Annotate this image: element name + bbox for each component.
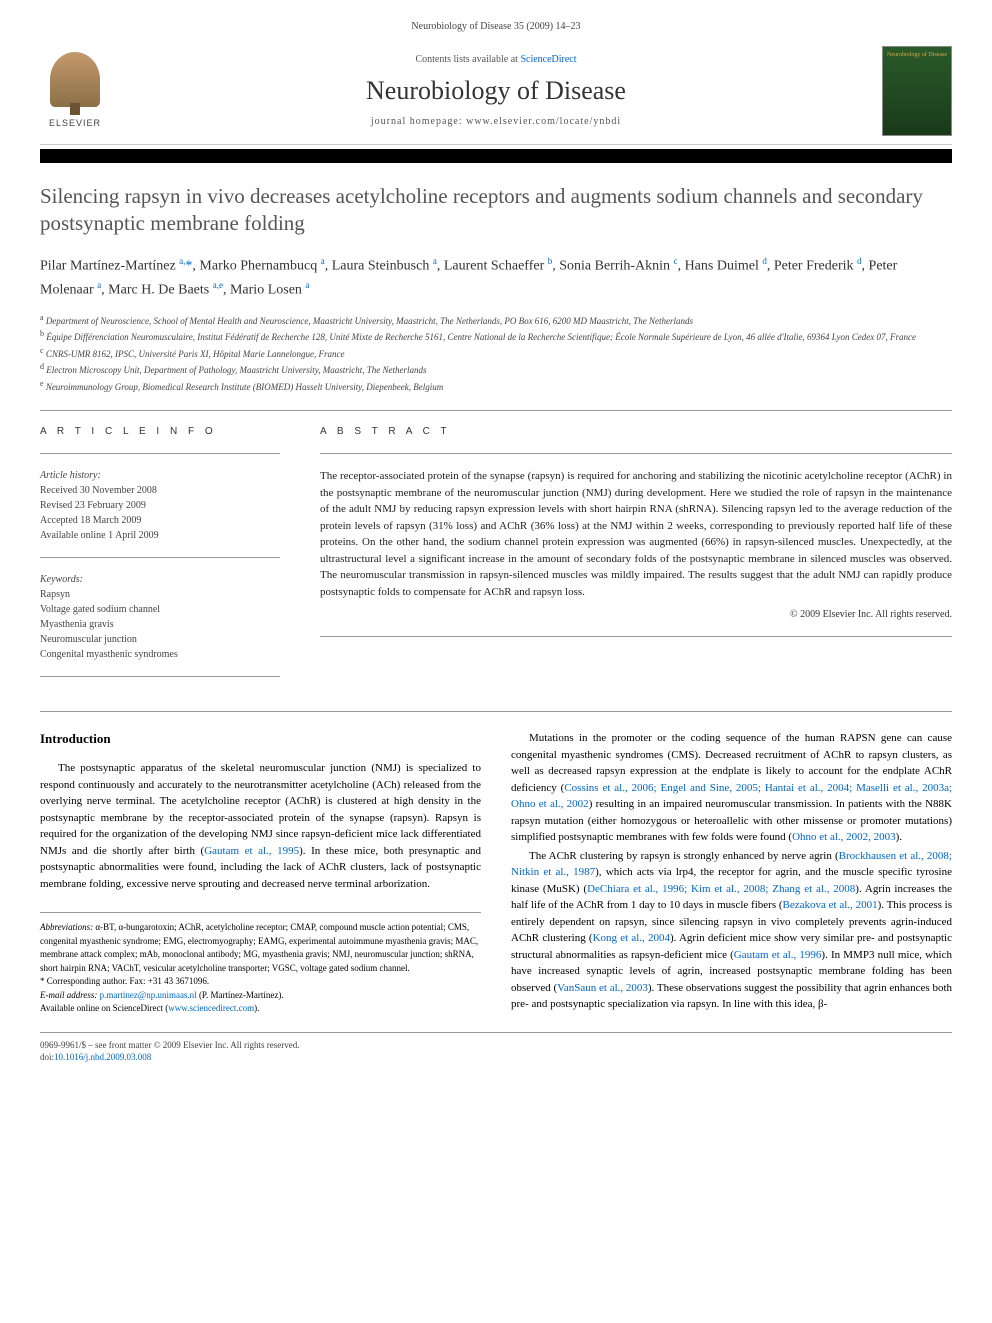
body-paragraph: The AChR clustering by rapsyn is strongl… [511, 848, 952, 1013]
elsevier-tree-icon [50, 52, 100, 107]
footnote-block: Abbreviations: α-BT, α-bungarotoxin; ACh… [40, 912, 481, 1016]
contents-prefix: Contents lists available at [415, 54, 520, 65]
abbreviations: Abbreviations: α-BT, α-bungarotoxin; ACh… [40, 921, 481, 975]
sciencedirect-link[interactable]: ScienceDirect [520, 54, 576, 65]
revised-date: Revised 23 February 2009 [40, 498, 280, 513]
affiliation-line: d Electron Microscopy Unit, Department o… [40, 361, 952, 378]
cover-title: Neurobiology of Disease [883, 47, 951, 59]
journal-name: Neurobiology of Disease [110, 73, 882, 109]
abstract-text: The receptor-associated protein of the s… [320, 468, 952, 600]
citation-link[interactable]: Ohno et al., 2002, 2003 [792, 831, 896, 843]
accepted-date: Accepted 18 March 2009 [40, 513, 280, 528]
abstract-heading: A B S T R A C T [320, 425, 952, 439]
citation-link[interactable]: VanSaun et al., 2003 [557, 982, 648, 994]
available-online: Available online on ScienceDirect (www.s… [40, 1002, 481, 1016]
divider [40, 557, 280, 558]
banner-center: Contents lists available at ScienceDirec… [110, 53, 882, 129]
available-label: Available online on ScienceDirect ( [40, 1003, 168, 1013]
homepage-line: journal homepage: www.elsevier.com/locat… [110, 115, 882, 129]
citation-link[interactable]: Gautam et al., 1995 [204, 845, 299, 857]
keyword-item: Rapsyn [40, 587, 280, 602]
affiliation-line: c CNRS-UMR 8162, IPSC, Université Paris … [40, 345, 952, 362]
black-divider-bar [40, 149, 952, 163]
body-paragraph: The postsynaptic apparatus of the skelet… [40, 760, 481, 892]
keywords-label: Keywords: [40, 572, 280, 587]
affiliation-line: b Équipe Différenciation Neuromusculaire… [40, 328, 952, 345]
page-footer: 0969-9961/$ – see front matter © 2009 El… [40, 1032, 952, 1064]
divider [40, 410, 952, 411]
divider [320, 453, 952, 454]
article-info-column: A R T I C L E I N F O Article history: R… [40, 425, 280, 691]
article-history: Article history: Received 30 November 20… [40, 468, 280, 543]
citation-link[interactable]: Bezakova et al., 2001 [783, 899, 878, 911]
article-info-heading: A R T I C L E I N F O [40, 425, 280, 439]
body-two-column: Introduction The postsynaptic apparatus … [40, 730, 952, 1016]
divider [320, 636, 952, 637]
available-suffix: ). [254, 1003, 259, 1013]
citation-link[interactable]: Kong et al., 2004 [593, 932, 670, 944]
journal-cover-thumbnail: Neurobiology of Disease [882, 46, 952, 136]
para-text: The postsynaptic apparatus of the skelet… [40, 762, 481, 857]
affiliations: a Department of Neuroscience, School of … [40, 312, 952, 395]
email-suffix: (P. Martínez-Martínez). [197, 990, 284, 1000]
abbrev-label: Abbreviations: [40, 922, 93, 932]
doi-link[interactable]: 10.1016/j.nbd.2009.03.008 [54, 1052, 151, 1062]
para-text: ). [896, 831, 902, 843]
journal-banner: ELSEVIER Contents lists available at Sci… [40, 46, 952, 145]
keyword-item: Voltage gated sodium channel [40, 602, 280, 617]
available-date: Available online 1 April 2009 [40, 528, 280, 543]
abstract-copyright: © 2009 Elsevier Inc. All rights reserved… [320, 608, 952, 622]
contents-line: Contents lists available at ScienceDirec… [110, 53, 882, 67]
keyword-item: Neuromuscular junction [40, 632, 280, 647]
abbrev-text: α-BT, α-bungarotoxin; AChR, acetylcholin… [40, 922, 478, 973]
received-date: Received 30 November 2008 [40, 483, 280, 498]
corr-label: * Corresponding author. [40, 976, 127, 986]
doi-prefix: doi: [40, 1052, 54, 1062]
keyword-item: Congenital myasthenic syndromes [40, 647, 280, 662]
info-abstract-row: A R T I C L E I N F O Article history: R… [40, 425, 952, 691]
corr-fax: Fax: +31 43 3671096. [127, 976, 209, 986]
affiliation-line: a Department of Neuroscience, School of … [40, 312, 952, 329]
corresponding-author: * Corresponding author. Fax: +31 43 3671… [40, 975, 481, 989]
divider [40, 453, 280, 454]
elsevier-label: ELSEVIER [49, 117, 101, 130]
para-text: The AChR clustering by rapsyn is strongl… [529, 850, 839, 862]
history-label: Article history: [40, 468, 280, 483]
email-link[interactable]: p.martinez@np.unimaas.nl [100, 990, 197, 1000]
body-paragraph: Mutations in the promoter or the coding … [511, 730, 952, 846]
keyword-item: Myasthenia gravis [40, 617, 280, 632]
abstract-column: A B S T R A C T The receptor-associated … [320, 425, 952, 691]
elsevier-logo: ELSEVIER [40, 51, 110, 131]
homepage-prefix: journal homepage: [371, 116, 466, 127]
divider [40, 676, 280, 677]
footer-doi: doi:10.1016/j.nbd.2009.03.008 [40, 1051, 952, 1064]
footer-copyright: 0969-9961/$ – see front matter © 2009 El… [40, 1039, 952, 1052]
email-line: E-mail address: p.martinez@np.unimaas.nl… [40, 989, 481, 1003]
email-label: E-mail address: [40, 990, 100, 1000]
article-title: Silencing rapsyn in vivo decreases acety… [40, 183, 952, 238]
citation-link[interactable]: DeChiara et al., 1996; Kim et al., 2008;… [587, 883, 855, 895]
homepage-url: www.elsevier.com/locate/ynbdi [466, 116, 621, 127]
affiliation-line: e Neuroimmunology Group, Biomedical Rese… [40, 378, 952, 395]
sciencedirect-url[interactable]: www.sciencedirect.com [168, 1003, 254, 1013]
introduction-heading: Introduction [40, 730, 481, 748]
keywords-block: Keywords: RapsynVoltage gated sodium cha… [40, 572, 280, 662]
divider [40, 711, 952, 712]
author-list: Pilar Martínez-Martínez a,*, Marko Phern… [40, 254, 952, 302]
running-header: Neurobiology of Disease 35 (2009) 14–23 [40, 20, 952, 34]
citation-link[interactable]: Gautam et al., 1996 [734, 949, 822, 961]
